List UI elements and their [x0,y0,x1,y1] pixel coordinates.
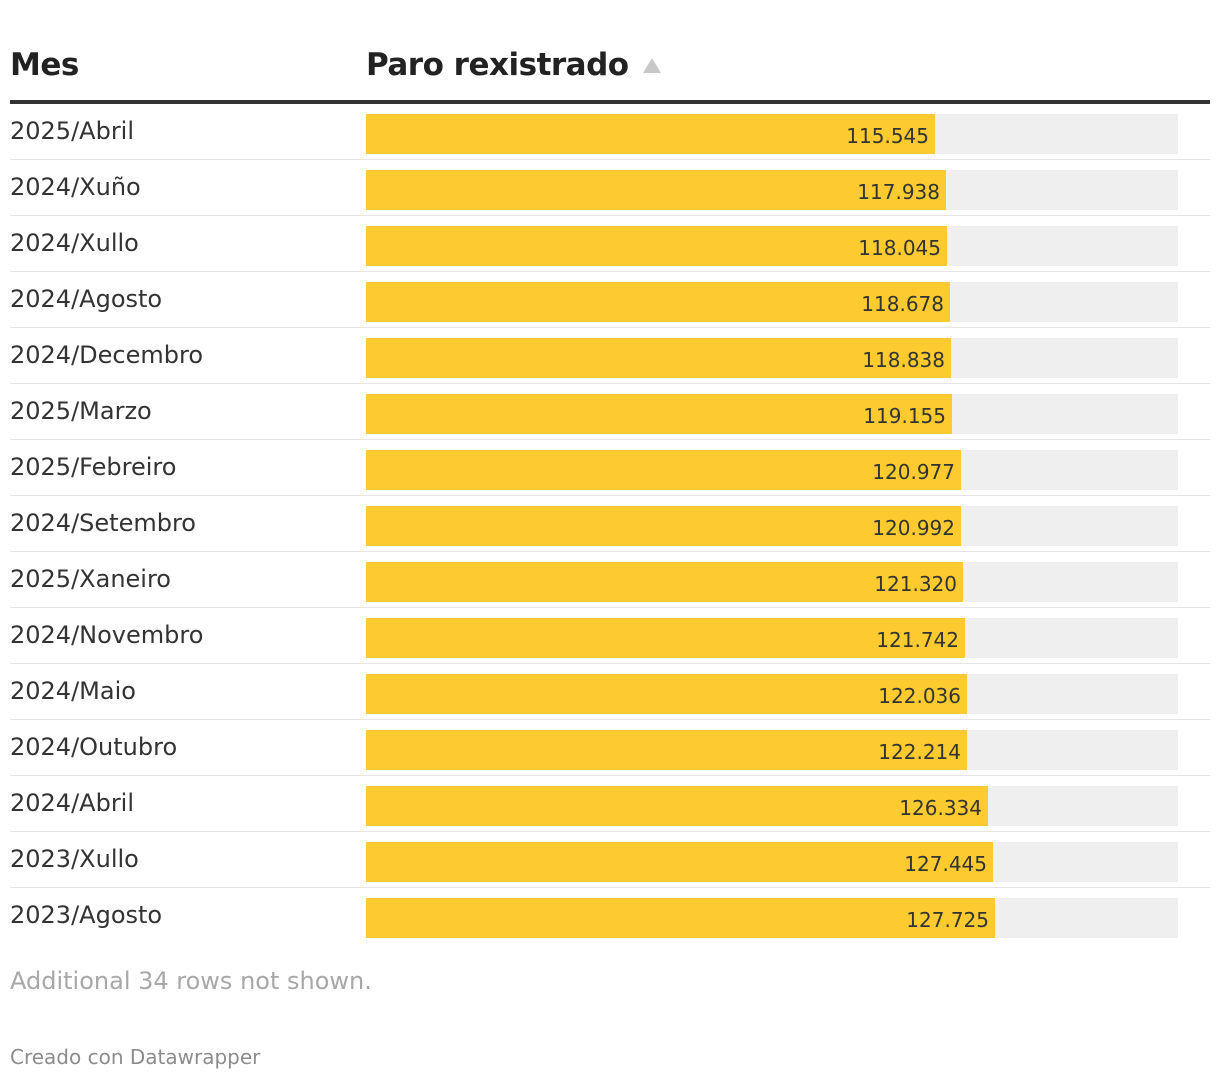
table-row: 2025/Abril 115.545 [10,104,1210,160]
row-month: 2023/Xullo [10,845,139,873]
bar [366,730,967,770]
table-row: 2024/Outubro 122.214 [10,720,1210,776]
bar-track: 118.678 [366,282,1178,322]
table-row: 2025/Febreiro 120.977 [10,440,1210,496]
bar [366,450,961,490]
data-table: Mes Paro rexistrado 2025/Abril 115.545 202… [10,34,1210,943]
bar [366,786,988,826]
bar [366,842,993,882]
bar-track: 120.977 [366,450,1178,490]
table-row: 2024/Xuño 117.938 [10,160,1210,216]
bar [366,114,935,154]
row-month: 2024/Maio [10,677,136,705]
row-month: 2024/Xullo [10,229,139,257]
bar [366,282,950,322]
table-row: 2024/Xullo 118.045 [10,216,1210,272]
table-row: 2023/Agosto 127.725 [10,888,1210,943]
table-body: 2025/Abril 115.545 2024/Xuño 117.938 2024/Xu… [10,104,1210,943]
bar-value-label: 118.045 [858,236,941,260]
rows-hidden-note: Additional 34 rows not shown. [10,967,372,995]
bar-value-label: 126.334 [899,796,982,820]
bar-track: 121.742 [366,618,1178,658]
table-row: 2024/Abril 126.334 [10,776,1210,832]
bar [366,562,963,602]
table-row: 2023/Xullo 127.445 [10,832,1210,888]
bar-track: 120.992 [366,506,1178,546]
bar-track: 127.445 [366,842,1178,882]
row-month: 2024/Outubro [10,733,178,761]
bar-value-label: 127.445 [904,852,987,876]
bar-value-label: 121.320 [874,572,957,596]
bar-track: 119.155 [366,394,1178,434]
bar-track: 127.725 [366,898,1178,938]
row-month: 2024/Abril [10,789,135,817]
bar [366,226,947,266]
row-month: 2025/Xaneiro [10,565,171,593]
table-row: 2024/Agosto 118.678 [10,272,1210,328]
bar-value-label: 118.838 [862,348,945,372]
credit-text[interactable]: Creado con Datawrapper [10,1045,261,1069]
bar-value-label: 117.938 [857,180,940,204]
row-month: 2024/Xuño [10,173,141,201]
bar-value-label: 120.977 [872,460,955,484]
bar-value-label: 115.545 [846,124,929,148]
bar-value-label: 122.036 [878,684,961,708]
table-row: 2025/Xaneiro 121.320 [10,552,1210,608]
bar-value-label: 118.678 [861,292,944,316]
bar-value-label: 122.214 [878,740,961,764]
bar-value-label: 121.742 [876,628,959,652]
column-header-paro-rexistrado[interactable]: Paro rexistrado [366,47,661,83]
row-month: 2025/Febreiro [10,453,177,481]
bar-track: 121.320 [366,562,1178,602]
column-header-paro-label: Paro rexistrado [366,47,629,83]
bar-value-label: 120.992 [872,516,955,540]
row-month: 2023/Agosto [10,901,163,929]
table-row: 2024/Novembro 121.742 [10,608,1210,664]
row-month: 2024/Novembro [10,621,204,649]
row-month: 2024/Setembro [10,509,196,537]
bar-track: 122.214 [366,730,1178,770]
bar-value-label: 119.155 [863,404,946,428]
row-month: 2025/Marzo [10,397,152,425]
bar [366,618,965,658]
bar [366,674,967,714]
table-header: Mes Paro rexistrado [10,34,1210,104]
column-header-mes[interactable]: Mes [10,47,79,83]
bar [366,170,946,210]
row-month: 2024/Decembro [10,341,204,369]
table-row: 2025/Marzo 119.155 [10,384,1210,440]
table-row: 2024/Decembro 118.838 [10,328,1210,384]
bar-value-label: 127.725 [906,908,989,932]
table-row: 2024/Setembro 120.992 [10,496,1210,552]
bar-track: 118.045 [366,226,1178,266]
bar-track: 122.036 [366,674,1178,714]
bar-track: 115.545 [366,114,1178,154]
bar [366,898,995,938]
bar-track: 117.938 [366,170,1178,210]
bar [366,394,952,434]
bar [366,506,961,546]
bar-track: 118.838 [366,338,1178,378]
row-month: 2025/Abril [10,117,135,145]
table-row: 2024/Maio 122.036 [10,664,1210,720]
bar-track: 126.334 [366,786,1178,826]
row-month: 2024/Agosto [10,285,163,313]
bar [366,338,951,378]
sort-ascending-icon[interactable] [642,57,661,73]
